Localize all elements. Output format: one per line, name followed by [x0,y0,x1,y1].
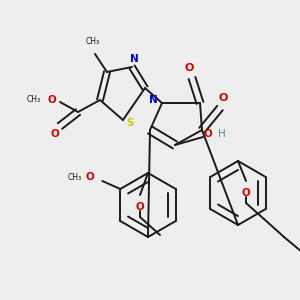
Text: S: S [126,118,134,128]
Text: O: O [51,129,59,139]
Text: O: O [204,129,212,139]
Text: H: H [218,129,226,139]
Text: O: O [86,172,95,182]
Text: O: O [184,63,194,73]
Text: N: N [148,95,158,105]
Text: O: O [136,202,144,212]
Text: CH₃: CH₃ [86,38,100,46]
Text: O: O [242,188,250,198]
Text: O: O [218,93,228,103]
Text: O: O [48,95,56,105]
Text: CH₃: CH₃ [27,95,41,104]
Text: CH₃: CH₃ [67,172,81,182]
Text: N: N [130,54,138,64]
